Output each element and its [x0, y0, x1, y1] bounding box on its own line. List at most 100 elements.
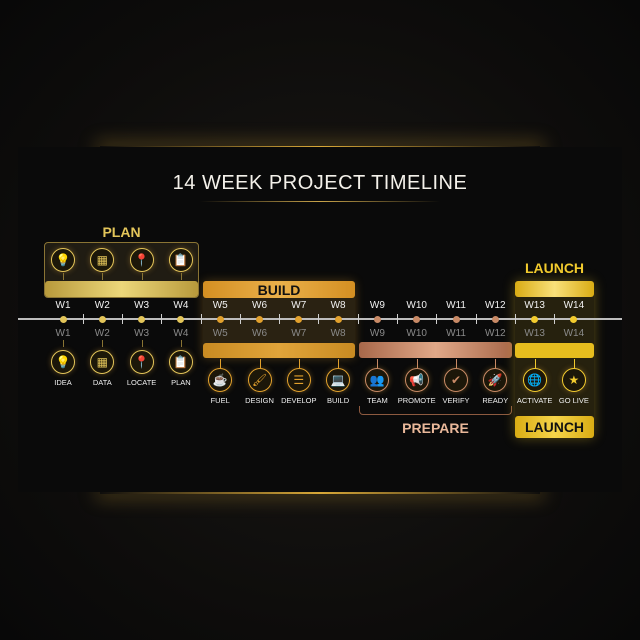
calculator-icon: ▦	[90, 350, 115, 374]
axis-tick	[279, 314, 281, 324]
clipboard-icon: 📋	[168, 350, 193, 374]
launch-bar	[515, 343, 594, 358]
bottom-glow	[100, 492, 540, 494]
week-label-bottom: W2	[94, 328, 110, 339]
task-label: PROMOTE	[397, 396, 436, 405]
axis-tick	[436, 314, 438, 324]
axis-tick	[239, 314, 241, 324]
week-label-top: W10	[406, 300, 427, 311]
week-label-bottom: W5	[212, 328, 228, 339]
week-dot	[59, 315, 67, 323]
page-title: 14 WEEK PROJECT TIMELINE	[172, 172, 468, 194]
list-icon: ☰	[286, 368, 311, 392]
week-label-bottom: W4	[173, 328, 189, 339]
week-dot	[98, 315, 106, 323]
week-dot	[177, 315, 185, 323]
connector	[220, 359, 222, 368]
week-label-top: W9	[369, 300, 385, 311]
prepare-bar	[359, 342, 512, 358]
connector	[63, 273, 64, 280]
week-label-bottom: W3	[134, 328, 150, 339]
week-dot	[491, 315, 499, 323]
connector	[259, 359, 261, 368]
launch-phase-title: LAUNCH	[524, 260, 585, 276]
prepare-bracket	[359, 406, 512, 415]
task-label: PLAN	[171, 378, 191, 387]
launch-phase-box	[515, 281, 594, 438]
connector	[377, 359, 379, 368]
connector	[456, 359, 457, 368]
week-dot	[256, 315, 263, 323]
week-dot	[452, 315, 460, 323]
week-label-top: W3	[134, 300, 150, 311]
connector	[534, 359, 536, 368]
lightbulb-icon: 💡	[51, 350, 75, 374]
plan-bar	[45, 281, 198, 297]
top-calculator-icon: ▦	[90, 248, 115, 272]
week-label-bottom: W9	[369, 328, 385, 339]
week-label-bottom: W12	[485, 328, 506, 339]
week-dot	[531, 315, 539, 323]
task-label: DATA	[92, 378, 112, 387]
connector	[141, 340, 143, 347]
axis-tick	[397, 314, 399, 324]
week-dot	[413, 315, 421, 323]
axis-tick	[161, 314, 163, 324]
title-underline	[200, 201, 440, 202]
top-location-pin-icon: 📍	[129, 248, 154, 272]
week-label-top: W12	[485, 300, 506, 311]
week-label-bottom: W7	[291, 328, 307, 339]
week-label-bottom: W8	[330, 328, 346, 339]
prepare-phase-title: PREPARE	[402, 420, 469, 436]
task-label: BUILD	[327, 396, 350, 405]
launch-top-bar	[515, 281, 594, 297]
connector	[141, 273, 143, 280]
week-label-top: W2	[94, 300, 110, 311]
top-lightbulb-icon: 💡	[51, 248, 75, 272]
connector	[102, 273, 104, 280]
task-label: TEAM	[366, 396, 388, 405]
connector	[573, 359, 575, 368]
build-header-bar	[203, 281, 355, 298]
week-dot	[216, 315, 224, 323]
laptop-icon: 💻	[326, 368, 351, 392]
week-dot	[295, 315, 303, 323]
connector	[180, 340, 182, 347]
axis-tick	[554, 314, 556, 324]
axis-tick	[318, 314, 320, 324]
week-label-top: W6	[252, 300, 267, 311]
top-clipboard-icon: 📋	[168, 248, 193, 272]
connector	[63, 340, 64, 347]
axis-tick	[475, 314, 477, 324]
axis-tick	[200, 314, 202, 324]
task-label: GO LIVE	[558, 396, 589, 405]
task-label: ACTIVATE	[516, 396, 553, 405]
build-bar	[203, 343, 355, 358]
week-label-bottom: W11	[446, 328, 466, 339]
connector	[416, 359, 418, 368]
task-label: VERIFY	[442, 396, 470, 405]
week-label-top: W5	[212, 300, 228, 311]
connector	[338, 359, 340, 368]
team-icon: 👥	[365, 368, 390, 392]
axis-tick	[357, 314, 359, 324]
star-icon: ★	[561, 368, 586, 392]
megaphone-icon: 📢	[404, 368, 429, 392]
launch-bottom-bar	[515, 416, 594, 438]
task-label: DESIGN	[245, 396, 274, 405]
task-label: READY	[482, 396, 509, 405]
axis-tick	[514, 314, 516, 324]
week-label-bottom: W1	[55, 328, 71, 339]
week-label-top: W1	[55, 300, 71, 311]
plan-phase-title: PLAN	[102, 224, 141, 240]
launch-bottom-title: LAUNCH	[524, 419, 585, 435]
build-phase-title: BUILD	[257, 282, 301, 298]
axis-tick	[121, 314, 123, 324]
connector	[102, 340, 104, 347]
connector	[298, 359, 300, 368]
week-dot	[570, 315, 578, 323]
check-circle-icon: ✔	[444, 368, 468, 392]
week-dot	[138, 315, 146, 323]
location-pin-icon: 📍	[129, 350, 154, 374]
week-dot	[373, 315, 381, 323]
